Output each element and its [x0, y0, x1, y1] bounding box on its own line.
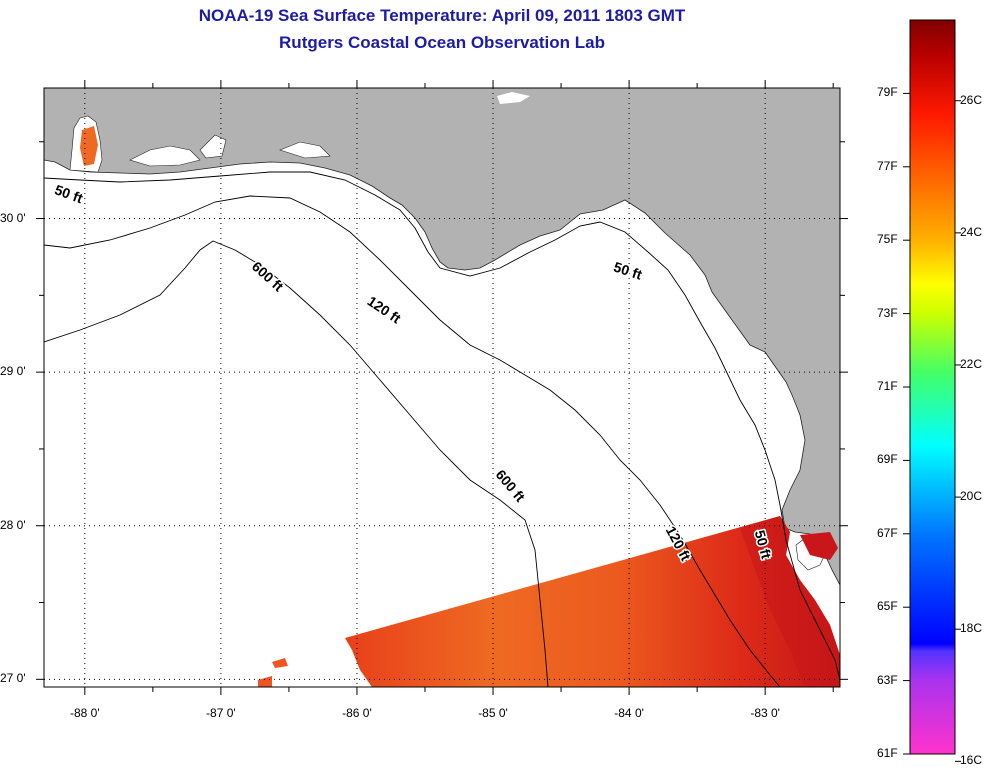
- colorbar-f-label: 73F: [877, 305, 898, 320]
- title-line1: NOAA-19 Sea Surface Temperature: April 0…: [198, 6, 686, 25]
- land-mass: [44, 88, 840, 586]
- title-line2: Rutgers Coastal Ocean Observation Lab: [279, 33, 605, 52]
- colorbar-f-label: 67F: [877, 525, 898, 540]
- sst-swath: [345, 516, 840, 687]
- colorbar-c-label: 18C: [960, 621, 983, 636]
- colorbar: [909, 19, 956, 755]
- colorbar-f-label: 75F: [877, 232, 898, 247]
- colorbar-f-label: 71F: [877, 379, 898, 393]
- colorbar-c-label: 26C: [960, 92, 983, 107]
- contour-600ft: [44, 240, 549, 687]
- lake: [497, 92, 530, 104]
- colorbar-f-label: 69F: [877, 452, 898, 467]
- lat-tick-label: 27 0': [0, 671, 26, 686]
- lon-tick-label: -85 0': [478, 706, 508, 720]
- sst-bay-patch: [80, 126, 98, 166]
- sst-patch: [800, 532, 838, 560]
- contour-50ft: [44, 171, 840, 681]
- colorbar-f-label: 79F: [877, 85, 898, 100]
- colorbar-f-label: 61F: [877, 746, 898, 760]
- contour-120ft: [44, 195, 781, 687]
- sst-patch: [272, 658, 288, 668]
- colorbar-c-label: 22C: [960, 356, 983, 371]
- colorbar-c-label: 16C: [960, 753, 983, 768]
- bay-inlet: [129, 145, 201, 167]
- lon-tick-label: -83 0': [750, 706, 780, 720]
- sst-patch: [258, 676, 272, 687]
- lat-tick-label: 28 0': [0, 517, 26, 532]
- colorbar-f-label: 77F: [877, 158, 898, 173]
- map-frame: [43, 87, 841, 688]
- colorbar-f-label: 63F: [877, 672, 898, 687]
- colorbar-c-label: 20C: [960, 489, 983, 504]
- lon-tick-label: -88 0': [69, 706, 100, 720]
- lon-tick-label: -84 0': [614, 706, 644, 720]
- colorbar-f-label: 65F: [877, 599, 898, 614]
- colorbar-ticks: [903, 92, 961, 762]
- grid-layer: [36, 80, 848, 695]
- colorbar-c-label: 24C: [960, 224, 983, 239]
- lon-tick-label: -87 0': [206, 706, 236, 720]
- bay-inlet: [279, 141, 331, 159]
- bay-inlet: [199, 134, 227, 159]
- lat-tick-label: 30 0': [0, 210, 26, 225]
- lat-tick-label: 29 0': [0, 364, 26, 379]
- lon-tick-label: -86 0': [342, 706, 372, 720]
